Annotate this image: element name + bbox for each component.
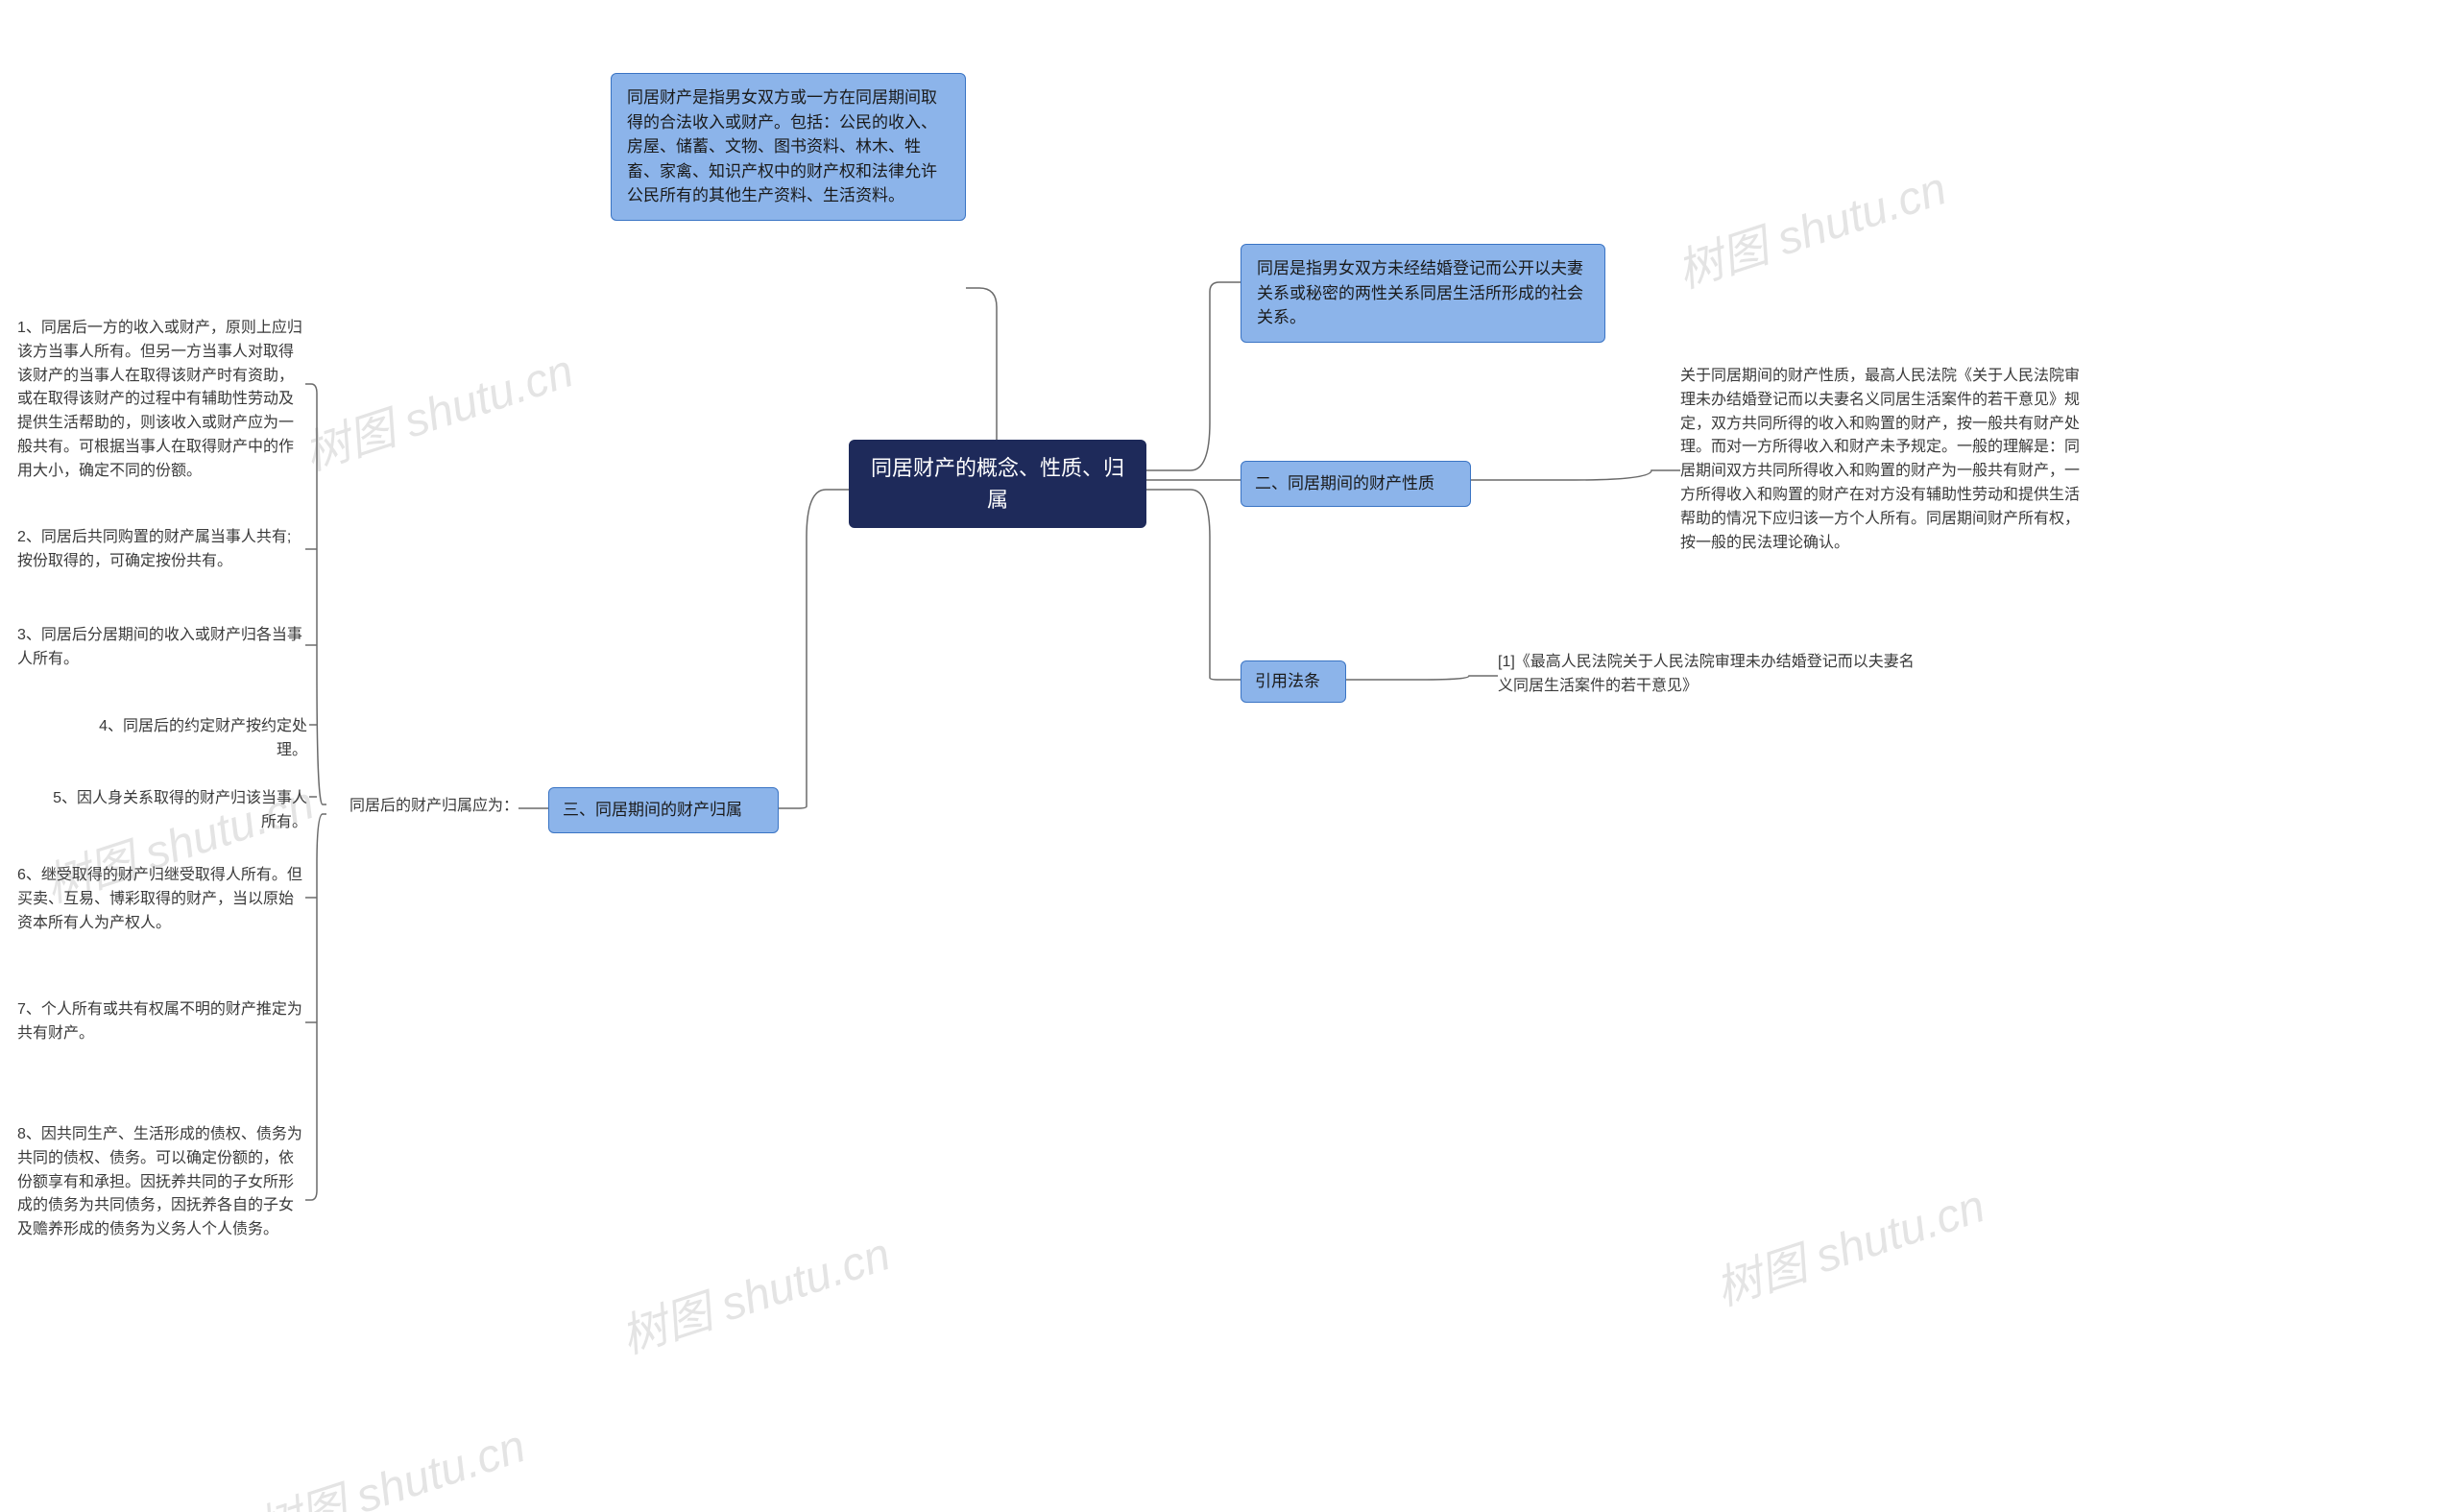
item-7-text: 7、个人所有或共有权属不明的财产推定为共有财产。 <box>17 1001 302 1042</box>
item-2-text: 2、同居后共同购置的财产属当事人共有;按份取得的，可确定按份共有。 <box>17 529 291 569</box>
branch-nature-label: 二、同居期间的财产性质 <box>1255 474 1434 492</box>
item-4: 4、同居后的约定财产按约定处理。 <box>77 715 307 763</box>
item-1-text: 1、同居后一方的收入或财产，原则上应归该方当事人所有。但另一方当事人对取得该财产… <box>17 320 302 479</box>
citation-text-content: [1]《最高人民法院关于人民法院审理未办结婚登记而以夫妻名义同居生活案件的若干意… <box>1498 654 1915 694</box>
connector-lines <box>0 0 2458 1512</box>
nature-text: 关于同居期间的财产性质，最高人民法院《关于人民法院审理未办结婚登记而以夫妻名义同… <box>1680 365 2084 555</box>
item-8: 8、因共同生产、生活形成的债权、债务为共同的债权、债务。可以确定份额的，依份额享… <box>17 1123 305 1242</box>
watermark: 树图 shutu.cn <box>1667 151 1953 300</box>
branch-nature: 二、同居期间的财产性质 <box>1241 461 1471 507</box>
item-8-text: 8、因共同生产、生活形成的债权、债务为共同的债权、债务。可以确定份额的，依份额享… <box>17 1126 302 1237</box>
attribution-sub-label: 同居后的财产归属应为： <box>326 795 518 819</box>
attribution-sub-text: 同居后的财产归属应为： <box>349 798 518 814</box>
nature-text-content: 关于同居期间的财产性质，最高人民法院《关于人民法院审理未办结婚登记而以夫妻名义同… <box>1680 368 2080 551</box>
branch-definition: 同居财产是指男女双方或一方在同居期间取得的合法收入或财产。包括：公民的收入、房屋… <box>611 73 966 221</box>
cohabitation-definition-text: 同居是指男女双方未经结婚登记而公开以夫妻关系或秘密的两性关系同居生活所形成的社会… <box>1257 259 1583 326</box>
item-6: 6、继受取得的财产归继受取得人所有。但买卖、互易、博彩取得的财产，当以原始资本所… <box>17 864 305 935</box>
watermark: 树图 shutu.cn <box>1705 1168 1991 1318</box>
watermark: 树图 shutu.cn <box>246 1408 532 1512</box>
item-6-text: 6、继受取得的财产归继受取得人所有。但买卖、互易、博彩取得的财产，当以原始资本所… <box>17 867 302 931</box>
watermark: 树图 shutu.cn <box>611 1216 897 1366</box>
root-node: 同居财产的概念、性质、归属 <box>849 440 1146 528</box>
item-4-text: 4、同居后的约定财产按约定处理。 <box>99 718 307 758</box>
watermark: 树图 shutu.cn <box>294 333 580 483</box>
cohabitation-definition: 同居是指男女双方未经结婚登记而公开以夫妻关系或秘密的两性关系同居生活所形成的社会… <box>1241 244 1605 343</box>
item-3-text: 3、同居后分居期间的收入或财产归各当事人所有。 <box>17 627 302 667</box>
branch-citation: 引用法条 <box>1241 660 1346 703</box>
branch-attribution: 三、同居期间的财产归属 <box>548 787 779 833</box>
item-5: 5、因人身关系取得的财产归该当事人所有。 <box>38 787 307 835</box>
item-1: 1、同居后一方的收入或财产，原则上应归该方当事人所有。但另一方当事人对取得该财产… <box>17 317 305 484</box>
item-5-text: 5、因人身关系取得的财产归该当事人所有。 <box>53 790 307 830</box>
item-3: 3、同居后分居期间的收入或财产归各当事人所有。 <box>17 624 305 672</box>
branch-attribution-label: 三、同居期间的财产归属 <box>563 801 742 819</box>
item-7: 7、个人所有或共有权属不明的财产推定为共有财产。 <box>17 998 305 1046</box>
item-2: 2、同居后共同购置的财产属当事人共有;按份取得的，可确定按份共有。 <box>17 526 305 574</box>
branch-citation-label: 引用法条 <box>1255 672 1320 690</box>
branch-definition-text: 同居财产是指男女双方或一方在同居期间取得的合法收入或财产。包括：公民的收入、房屋… <box>627 88 937 204</box>
citation-text: [1]《最高人民法院关于人民法院审理未办结婚登记而以夫妻名义同居生活案件的若干意… <box>1498 651 1920 699</box>
root-label: 同居财产的概念、性质、归属 <box>871 456 1124 512</box>
